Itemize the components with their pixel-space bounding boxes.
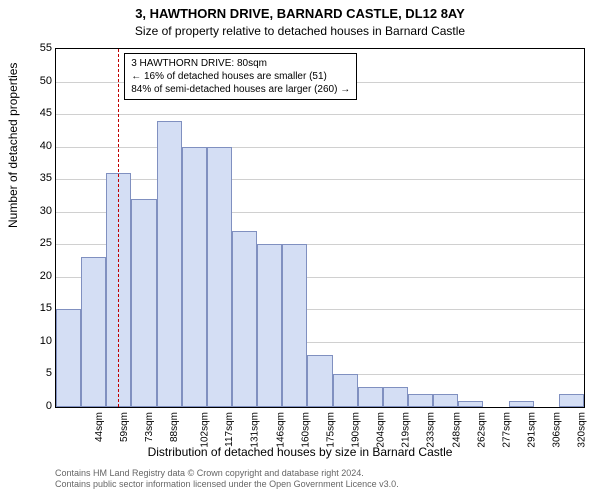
grid-line — [56, 147, 584, 148]
annotation-box: 3 HAWTHORN DRIVE: 80sqm← 16% of detached… — [124, 53, 357, 100]
histogram-bar — [81, 257, 106, 407]
x-tick-label: 102sqm — [200, 412, 211, 448]
histogram-bar — [358, 387, 383, 407]
footer-line-1: Contains HM Land Registry data © Crown c… — [55, 468, 590, 479]
marker-line — [118, 49, 120, 407]
histogram-bar — [383, 387, 408, 407]
y-tick-label: 55 — [22, 42, 52, 54]
x-tick-label: 117sqm — [224, 412, 235, 447]
x-tick-label: 248sqm — [451, 412, 462, 448]
annotation-line-3: 84% of semi-detached houses are larger (… — [131, 83, 350, 96]
chart-container: 3, HAWTHORN DRIVE, BARNARD CASTLE, DL12 … — [0, 0, 600, 500]
histogram-bar — [509, 401, 534, 408]
annotation-line-2: ← 16% of detached houses are smaller (51… — [131, 70, 350, 83]
plot-area: 3 HAWTHORN DRIVE: 80sqm← 16% of detached… — [55, 48, 585, 408]
histogram-bar — [157, 121, 182, 407]
x-axis-label: Distribution of detached houses by size … — [0, 445, 600, 459]
histogram-bar — [307, 355, 332, 407]
x-tick-label: 73sqm — [144, 412, 155, 442]
x-tick-label: 277sqm — [501, 412, 512, 448]
x-tick-label: 291sqm — [527, 412, 538, 448]
x-tick-label: 160sqm — [300, 412, 311, 448]
y-tick-label: 45 — [22, 107, 52, 119]
histogram-bar — [131, 199, 156, 407]
y-tick-label: 5 — [22, 367, 52, 379]
grid-line — [56, 114, 584, 115]
y-tick-label: 40 — [22, 140, 52, 152]
chart-subtitle: Size of property relative to detached ho… — [0, 24, 600, 38]
histogram-bar — [458, 401, 483, 408]
grid-line — [56, 179, 584, 180]
y-axis-label: Number of detached properties — [6, 63, 20, 228]
histogram-bar — [232, 231, 257, 407]
histogram-bar — [408, 394, 433, 407]
y-tick-label: 50 — [22, 75, 52, 87]
histogram-bar — [433, 394, 458, 407]
footer-line-2: Contains public sector information licen… — [55, 479, 590, 490]
x-tick-label: 88sqm — [169, 412, 180, 442]
x-tick-label: 233sqm — [426, 412, 437, 448]
histogram-bar — [56, 309, 81, 407]
y-tick-label: 35 — [22, 172, 52, 184]
x-tick-label: 59sqm — [119, 412, 130, 442]
y-tick-label: 10 — [22, 335, 52, 347]
histogram-bar — [559, 394, 584, 407]
histogram-bar — [257, 244, 282, 407]
y-tick-label: 25 — [22, 237, 52, 249]
histogram-bar — [182, 147, 207, 407]
chart-title: 3, HAWTHORN DRIVE, BARNARD CASTLE, DL12 … — [0, 6, 600, 21]
y-tick-label: 30 — [22, 205, 52, 217]
y-tick-label: 15 — [22, 302, 52, 314]
x-tick-label: 146sqm — [275, 412, 286, 448]
histogram-bar — [333, 374, 358, 407]
histogram-bar — [207, 147, 232, 407]
x-tick-label: 320sqm — [577, 412, 588, 448]
x-tick-label: 190sqm — [351, 412, 362, 448]
x-tick-label: 131sqm — [250, 412, 261, 448]
x-tick-label: 306sqm — [552, 412, 563, 448]
y-tick-label: 20 — [22, 270, 52, 282]
x-tick-label: 175sqm — [325, 412, 336, 448]
x-tick-label: 44sqm — [94, 412, 105, 442]
y-tick-label: 0 — [22, 400, 52, 412]
x-tick-label: 204sqm — [376, 412, 387, 448]
histogram-bar — [282, 244, 307, 407]
x-tick-label: 219sqm — [401, 412, 412, 448]
x-tick-label: 262sqm — [476, 412, 487, 448]
annotation-line-1: 3 HAWTHORN DRIVE: 80sqm — [131, 57, 350, 70]
footer: Contains HM Land Registry data © Crown c… — [55, 468, 590, 490]
